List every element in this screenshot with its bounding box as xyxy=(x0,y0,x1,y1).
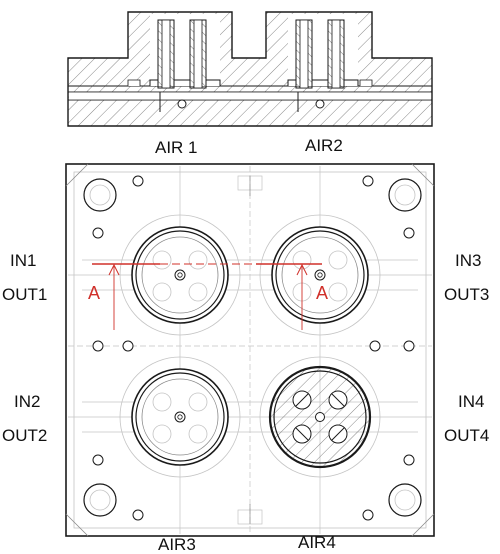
section-body xyxy=(67,11,433,127)
label-out-1: OUT1 xyxy=(2,285,48,304)
label-in-4: IN4 xyxy=(458,392,485,411)
port-1 xyxy=(119,214,241,336)
small-holes xyxy=(92,175,415,521)
section-view xyxy=(67,11,433,127)
label-in-1: IN1 xyxy=(10,251,37,270)
label-air-1: AIR 1 xyxy=(155,138,198,157)
label-air-4: AIR4 xyxy=(298,533,336,552)
label-in-2: IN2 xyxy=(14,392,41,411)
section-line-a xyxy=(92,263,322,330)
label-out-3: OUT3 xyxy=(444,285,490,304)
port-3 xyxy=(259,214,381,336)
label-air-3: AIR3 xyxy=(158,535,196,554)
section-pins-right xyxy=(287,14,359,112)
plan-view xyxy=(65,163,435,537)
section-pins-left xyxy=(149,14,221,112)
section-label-left: A xyxy=(88,283,101,303)
label-air-2: AIR2 xyxy=(305,136,343,155)
port-4 xyxy=(259,356,381,478)
section-label-right: A xyxy=(316,283,329,303)
label-out-4: OUT4 xyxy=(444,426,490,445)
port-2 xyxy=(119,356,241,478)
corner-holes xyxy=(83,178,422,517)
label-in-3: IN3 xyxy=(455,251,482,270)
label-out-2: OUT2 xyxy=(2,426,48,445)
